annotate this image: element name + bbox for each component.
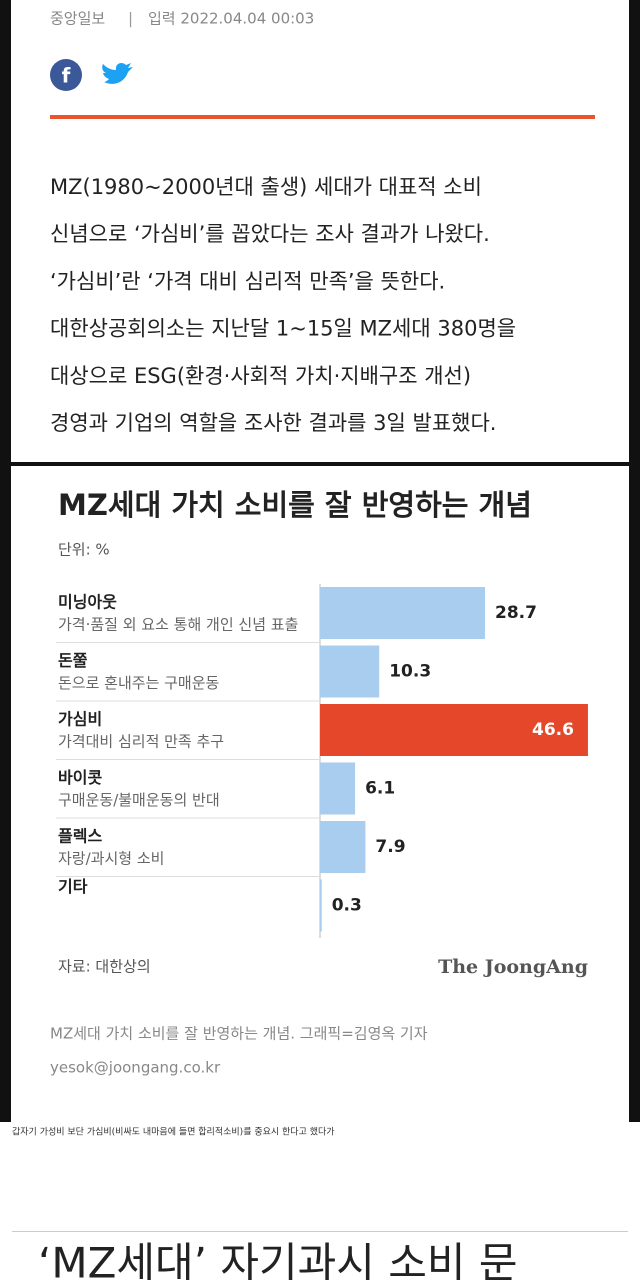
- article-line: ‘가심비’란 ‘가격 대비 심리적 만족’을 뜻한다.: [50, 269, 445, 293]
- bar: [320, 879, 322, 932]
- section-line: [12, 1231, 628, 1232]
- article-line: 신념으로 ‘가심비’를 꼽았다는 조사 결과가 나왔다.: [50, 222, 490, 246]
- facebook-button[interactable]: f: [50, 59, 82, 91]
- category-label: 바이콧: [58, 768, 102, 787]
- chart-title: MZ세대 가치 소비를 잘 반영하는 개념: [58, 488, 532, 522]
- value-label: 7.9: [375, 837, 405, 857]
- bar: [320, 645, 380, 698]
- value-label: 28.7: [495, 603, 537, 623]
- category-description: 돈으로 혼내주는 구매운동: [58, 674, 220, 692]
- article-line: 경영과 기업의 역할을 조사한 결과를 3일 발표했다.: [50, 411, 497, 435]
- article-line: 대상으로 ESG(환경·사회적 가치·지배구조 개선): [50, 364, 471, 388]
- category-label: 미닝아웃: [58, 593, 117, 612]
- left-border: [0, 0, 11, 1122]
- caption: MZ세대 가치 소비를 잘 반영하는 개념. 그래픽=김영옥 기자: [50, 1025, 428, 1043]
- header-separator: |: [128, 10, 133, 28]
- bar: [320, 587, 486, 639]
- chart-source: 자료: 대한상의: [58, 958, 151, 976]
- header-source: 중앙일보: [50, 10, 105, 28]
- category-description: 자랑/과시형 소비: [58, 850, 164, 868]
- category-label: 기타: [58, 877, 88, 896]
- bar: [320, 704, 588, 756]
- comment: 갑자기 가성비 보단 가심비(비싸도 내마음에 들면 합리적소비)를 중요시 한…: [12, 1126, 335, 1138]
- category-description: 가격대비 심리적 만족 추구: [58, 733, 224, 751]
- bar: [320, 821, 366, 873]
- value-label: 6.1: [365, 779, 395, 799]
- twitter-button[interactable]: [102, 62, 133, 84]
- value-label: 46.6: [532, 720, 574, 740]
- article-line: MZ(1980~2000년대 출생) 세대가 대표적 소비: [50, 175, 482, 199]
- chart-unit: 단위: %: [58, 541, 110, 559]
- bar: [320, 762, 356, 815]
- value-label: 10.3: [389, 662, 431, 682]
- category-label: 가심비: [58, 710, 102, 729]
- article-line: 대한상공회의소는 지난달 1~15일 MZ세대 380명을: [50, 317, 516, 341]
- header-date: 입력 2022.04.04 00:03: [148, 10, 314, 28]
- email: yesok@joongang.co.kr: [50, 1059, 221, 1077]
- next-headline[interactable]: ‘MZ세대’ 자기과시 소비 문: [38, 1239, 518, 1280]
- category-label: 돈쭐: [58, 651, 88, 670]
- category-description: 가격·품질 외 요소 통해 개인 신념 표출: [58, 616, 298, 634]
- svg-text:f: f: [62, 64, 71, 88]
- category-label: 플렉스: [58, 827, 102, 846]
- chart-brand: The JoongAng: [438, 956, 588, 978]
- divider: [50, 115, 595, 119]
- value-label: 0.3: [332, 896, 362, 916]
- category-description: 구매운동/불매운동의 반대: [58, 791, 220, 809]
- image-top-border: [11, 462, 629, 466]
- right-border: [629, 0, 640, 1122]
